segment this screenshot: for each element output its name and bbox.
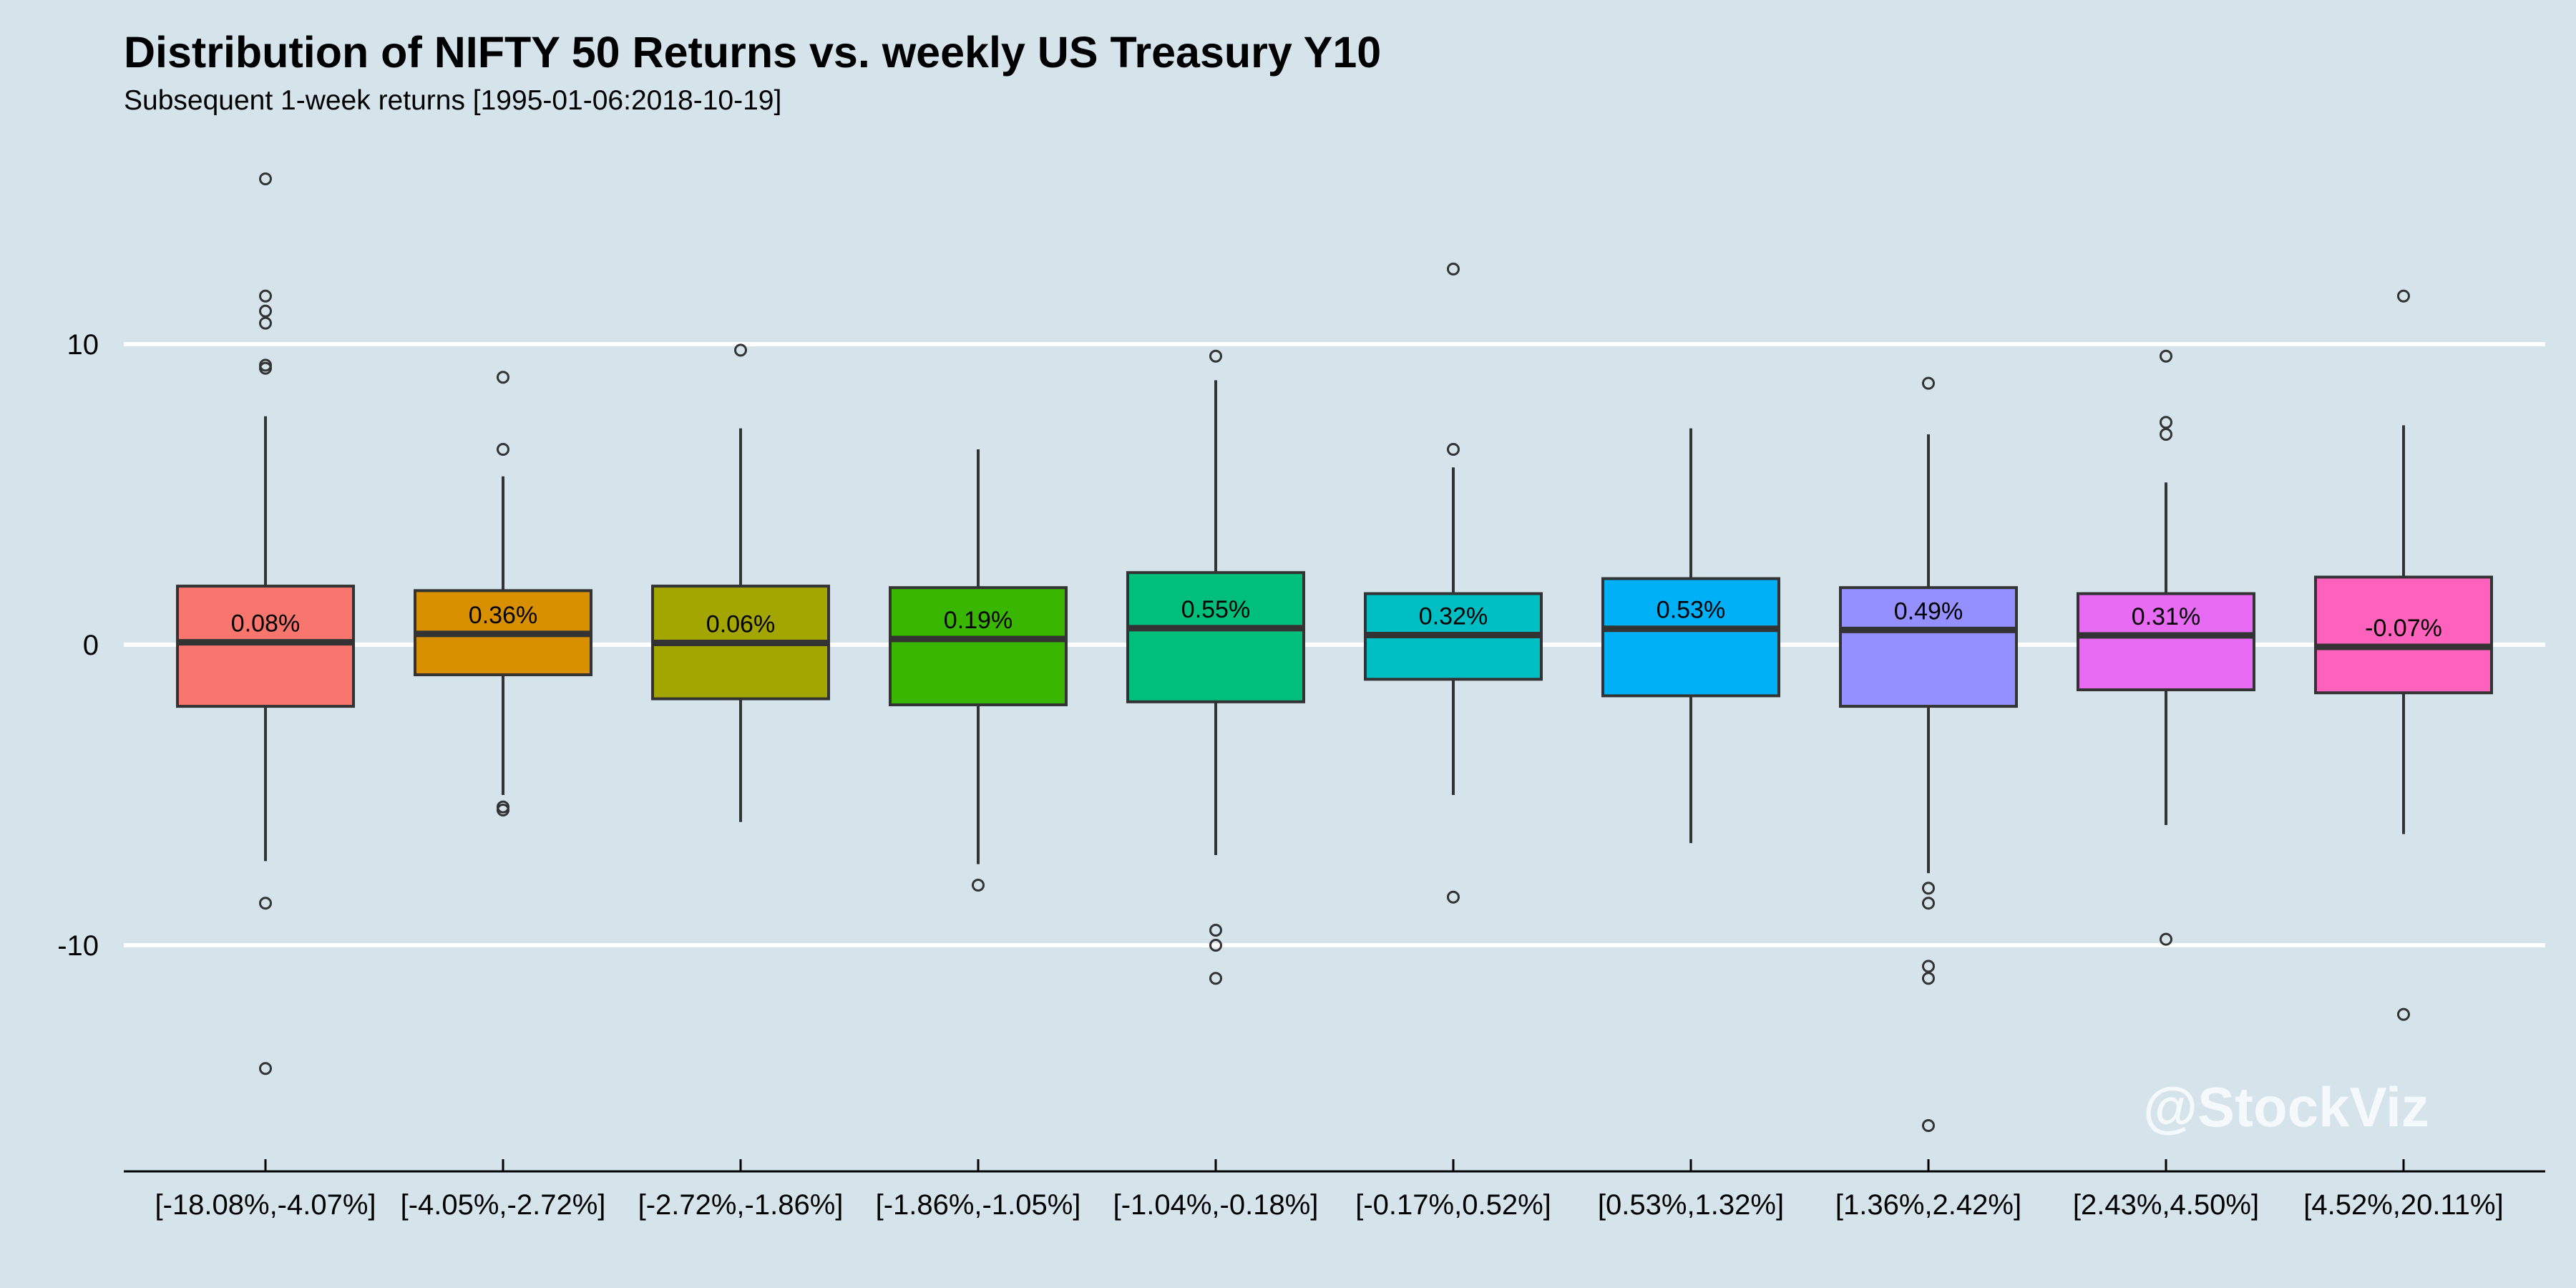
outlier-point [259,897,272,910]
outlier-point [1209,924,1222,937]
outlier-point [734,343,747,357]
box [889,586,1068,707]
box [2314,575,2493,695]
outlier-point [259,1062,272,1075]
median-label: 0.32% [1419,603,1488,630]
y-tick-label: 10 [67,329,99,361]
x-tick-label: [-1.86%,-1.05%] [876,1189,1081,1221]
median-label: 0.06% [706,610,775,638]
outlier-point [2160,349,2172,363]
outlier-point [972,879,985,892]
median-label: 0.55% [1181,596,1250,623]
median-label: 0.49% [1894,597,1963,625]
x-tick-label: [2.43%,4.50%] [2073,1189,2259,1221]
median-label: 0.53% [1657,597,1725,624]
box [176,585,355,708]
y-tick-label: -10 [57,930,99,962]
chart-subtitle: Subsequent 1-week returns [1995-01-06:20… [124,85,782,116]
outlier-point [1209,972,1222,985]
outlier-point [2397,1008,2410,1021]
outlier-point [1922,972,1935,985]
outlier-point [259,361,272,375]
x-tick-label: [-0.17%,0.52%] [1355,1189,1551,1221]
box [1601,577,1780,698]
watermark: @StockViz [2143,1075,2429,1138]
outlier-point [259,289,272,303]
x-tick-label: [-18.08%,-4.07%] [155,1189,376,1221]
box [1126,571,1305,703]
outlier-point [1922,376,1935,390]
median-label: 0.19% [944,607,1013,634]
outlier-point [1922,960,1935,973]
outlier-point [1922,897,1935,910]
outlier-point [259,172,272,185]
y-tick-label: 0 [83,630,99,661]
box [1839,586,2018,708]
x-tick-label: [0.53%,1.32%] [1598,1189,1784,1221]
outlier-point [497,443,509,456]
median-label: 0.36% [469,602,537,629]
outlier-point [1922,882,1935,895]
outlier-point [1209,349,1222,363]
outlier-point [259,304,272,318]
outlier-point [497,371,509,384]
outlier-point [2160,416,2172,429]
outlier-point [1447,263,1460,275]
x-tick-label: [4.52%,20.11%] [2303,1189,2503,1221]
median-label: 0.08% [231,610,300,638]
box [2077,592,2255,691]
x-tick-label: [-2.72%,-1.86%] [638,1189,844,1221]
median-label: -0.07% [2365,615,2442,642]
x-tick-label: [-4.05%,-2.72%] [401,1189,606,1221]
outlier-point [1447,443,1460,456]
outlier-point [259,316,272,330]
outlier-point [1447,890,1460,904]
outlier-point [2160,932,2172,946]
chart-title: Distribution of NIFTY 50 Returns vs. wee… [124,28,1382,77]
outlier-point [1922,1119,1935,1132]
outlier-point [2160,428,2172,441]
outlier-point [2397,289,2410,303]
x-tick-label: [1.36%,2.42%] [1835,1189,2021,1221]
median-label: 0.31% [2132,603,2200,630]
x-tick-label: [-1.04%,-0.18%] [1113,1189,1319,1221]
outlier-point [1209,939,1222,952]
outlier-point [497,804,509,816]
